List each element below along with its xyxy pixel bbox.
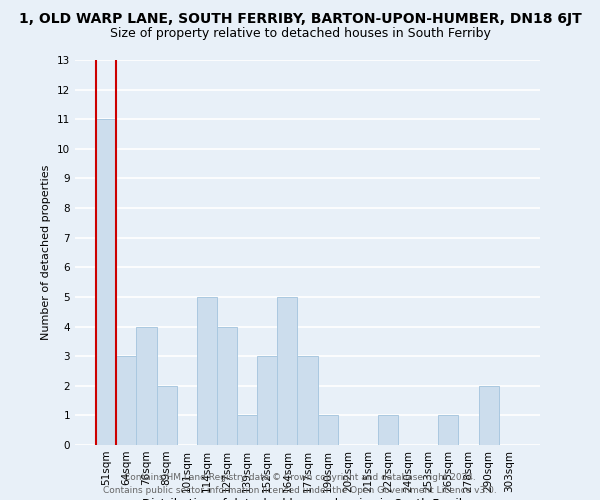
Bar — [277, 297, 298, 445]
Bar — [217, 326, 237, 445]
Text: Size of property relative to detached houses in South Ferriby: Size of property relative to detached ho… — [110, 28, 490, 40]
Bar — [439, 416, 458, 445]
Bar — [96, 119, 116, 445]
Bar — [257, 356, 277, 445]
Bar — [479, 386, 499, 445]
Bar — [317, 416, 338, 445]
Bar — [197, 297, 217, 445]
X-axis label: Distribution of detached houses by size in South Ferriby: Distribution of detached houses by size … — [142, 498, 473, 500]
Bar — [116, 356, 136, 445]
Text: Contains HM Land Registry data © Crown copyright and database right 2024.
Contai: Contains HM Land Registry data © Crown c… — [103, 473, 497, 495]
Bar — [378, 416, 398, 445]
Y-axis label: Number of detached properties: Number of detached properties — [41, 165, 52, 340]
Text: 1, OLD WARP LANE, SOUTH FERRIBY, BARTON-UPON-HUMBER, DN18 6JT: 1, OLD WARP LANE, SOUTH FERRIBY, BARTON-… — [19, 12, 581, 26]
Bar — [237, 416, 257, 445]
Bar — [298, 356, 317, 445]
Bar — [136, 326, 157, 445]
Bar — [157, 386, 176, 445]
